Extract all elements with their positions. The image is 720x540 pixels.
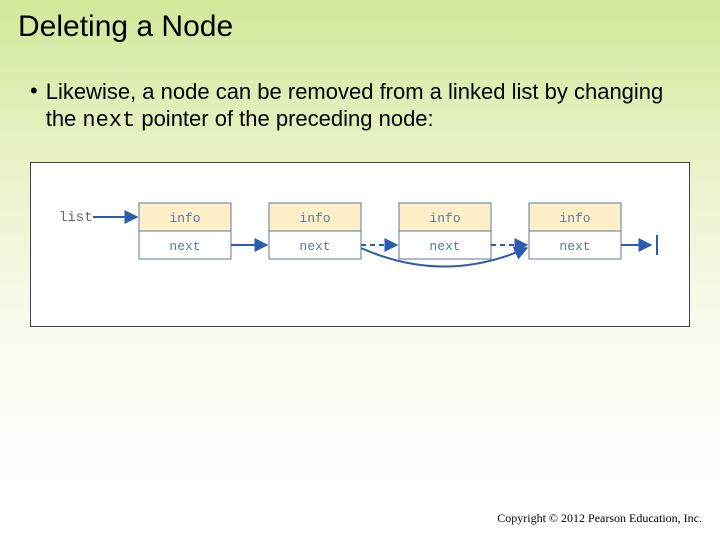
node-info-label: info	[299, 211, 330, 226]
node-next-label: next	[299, 239, 330, 254]
bullet-item: • Likewise, a node can be removed from a…	[30, 78, 690, 134]
node-info-label: info	[429, 211, 460, 226]
bullet-block: • Likewise, a node can be removed from a…	[0, 50, 720, 134]
bullet-code: next	[82, 108, 135, 133]
copyright: Copyright © 2012 Pearson Education, Inc.	[497, 511, 702, 526]
node-next-label: next	[429, 239, 460, 254]
page-title: Deleting a Node	[0, 0, 720, 50]
node-next-label: next	[559, 239, 590, 254]
bullet-dot: •	[30, 78, 38, 104]
node-info-label: info	[169, 211, 200, 226]
bullet-suffix: pointer of the preceding node:	[135, 106, 433, 131]
diagram-svg: list info next info next info next info next	[31, 163, 689, 326]
node-info-label: info	[559, 211, 590, 226]
bullet-text: Likewise, a node can be removed from a l…	[46, 78, 690, 134]
node-next-label: next	[169, 239, 200, 254]
list-label: list	[59, 210, 93, 226]
linked-list-diagram: list info next info next info next info next	[30, 162, 690, 327]
